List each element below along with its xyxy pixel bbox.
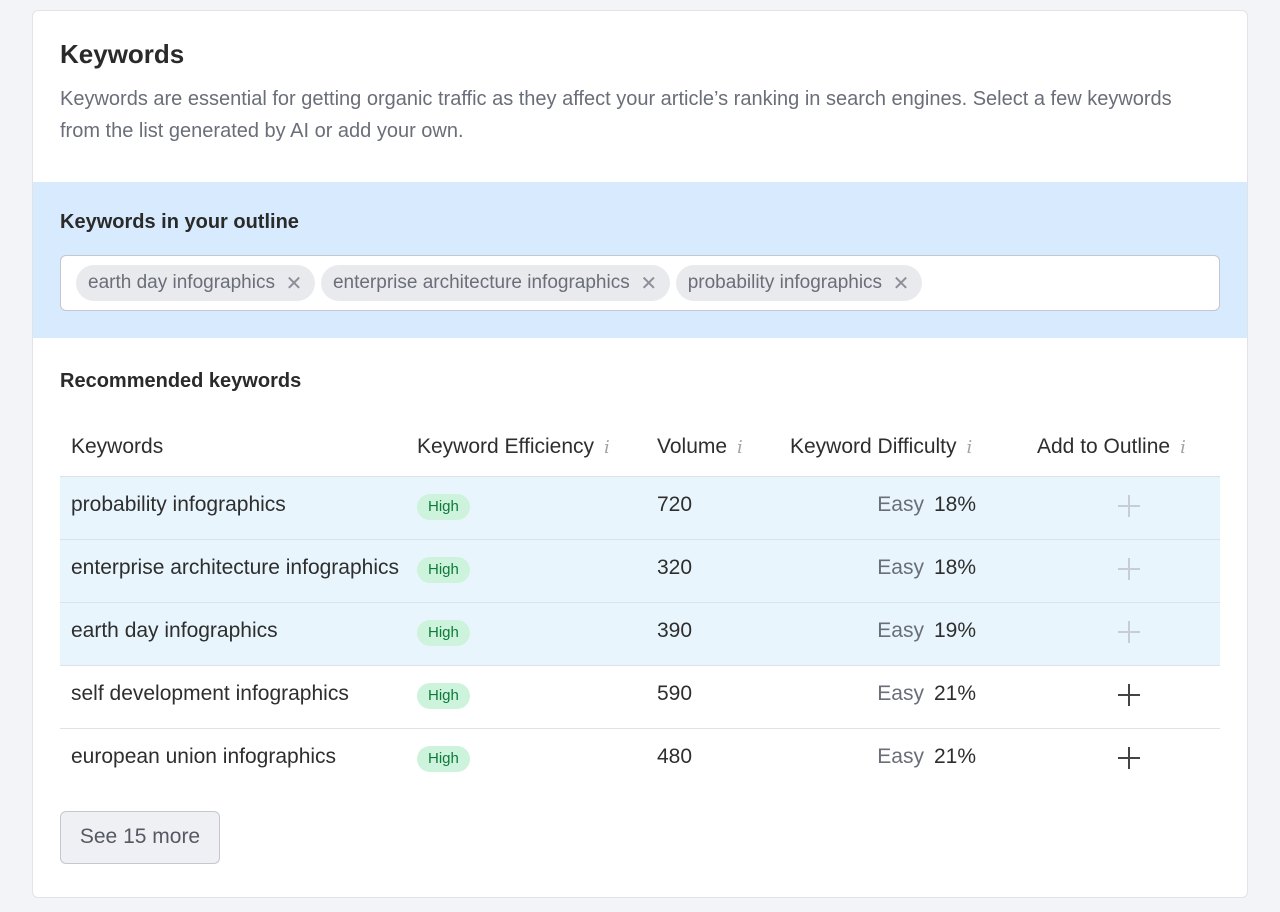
info-icon[interactable]: i xyxy=(1180,436,1186,458)
difficulty-label: Easy xyxy=(877,744,924,768)
column-header-label: Keywords xyxy=(71,434,164,458)
volume-cell: 320 xyxy=(646,538,779,602)
plus-icon[interactable] xyxy=(1117,683,1140,706)
difficulty-label: Easy xyxy=(877,681,924,705)
keyword-text: enterprise architecture infographics xyxy=(71,555,400,579)
keyword-chip: earth day infographics ✕ xyxy=(76,265,315,301)
difficulty-label: Easy xyxy=(877,618,924,642)
add-cell xyxy=(1026,727,1220,791)
efficiency-badge: High xyxy=(417,493,470,520)
difficulty-value: 21% xyxy=(933,744,976,768)
plus-icon xyxy=(1117,494,1140,517)
keyword-cell: european union infographics xyxy=(60,727,406,791)
table-row: self development infographics High 590 Easy… xyxy=(60,664,1220,728)
keywords-table: Keywords Keyword Efficiency i Volume i Key… xyxy=(60,418,1220,791)
efficiency-cell: High xyxy=(406,475,646,539)
difficulty-cell: Easy 19% xyxy=(779,601,1026,665)
plus-icon[interactable] xyxy=(1117,746,1140,769)
volume-cell: 720 xyxy=(646,475,779,539)
efficiency-badge: High xyxy=(417,556,470,583)
column-header-label: Keyword Efficiency xyxy=(417,434,595,458)
page-description: Keywords are essential for getting organ… xyxy=(60,88,1172,142)
keyword-text: probability infographics xyxy=(71,492,286,516)
keyword-text: self development infographics xyxy=(71,681,349,705)
column-header-efficiency: Keyword Efficiency i xyxy=(406,418,646,476)
efficiency-cell: High xyxy=(406,664,646,728)
difficulty-value: 19% xyxy=(933,618,976,642)
difficulty-value: 18% xyxy=(933,492,976,516)
recommended-title: Recommended keywords xyxy=(60,370,302,392)
page-title: Keywords xyxy=(60,39,185,69)
table-row: enterprise architecture infographics High… xyxy=(60,538,1220,602)
plus-icon xyxy=(1117,620,1140,643)
table-row: probability infographics High 720 Easy 18% xyxy=(60,475,1220,539)
outline-title: Keywords in your outline xyxy=(60,211,299,233)
volume-cell: 390 xyxy=(646,601,779,665)
keyword-text: earth day infographics xyxy=(71,618,278,642)
keyword-cell: self development infographics xyxy=(60,664,406,728)
plus-icon xyxy=(1117,557,1140,580)
column-header-keywords: Keywords xyxy=(60,418,406,476)
efficiency-cell: High xyxy=(406,727,646,791)
difficulty-cell: Easy 21% xyxy=(779,727,1026,791)
keyword-chip-label: probability infographics xyxy=(687,272,883,293)
efficiency-cell: High xyxy=(406,538,646,602)
add-cell xyxy=(1026,664,1220,728)
table-row: earth day infographics High 390 Easy 19% xyxy=(60,601,1220,665)
add-cell xyxy=(1026,475,1220,539)
difficulty-value: 18% xyxy=(933,555,976,579)
recommended-section: Recommended keywords Keywords Keyword Ef… xyxy=(33,338,1247,864)
outline-section: Keywords in your outline earth day infog… xyxy=(33,182,1247,338)
add-cell xyxy=(1026,538,1220,602)
close-icon[interactable]: ✕ xyxy=(640,272,658,295)
card-header: Keywords Keywords are essential for gett… xyxy=(33,11,1247,182)
keyword-chip-label: enterprise architecture infographics xyxy=(332,272,630,293)
close-icon[interactable]: ✕ xyxy=(285,272,303,295)
column-header-difficulty: Keyword Difficulty i xyxy=(779,418,1026,476)
keyword-cell: earth day infographics xyxy=(60,601,406,665)
info-icon[interactable]: i xyxy=(604,436,610,458)
difficulty-cell: Easy 21% xyxy=(779,664,1026,728)
efficiency-badge: High xyxy=(417,682,470,709)
difficulty-cell: Easy 18% xyxy=(779,538,1026,602)
difficulty-cell: Easy 18% xyxy=(779,475,1026,539)
volume-cell: 480 xyxy=(646,727,779,791)
outline-keywords-input[interactable]: earth day infographics ✕ enterprise archit… xyxy=(60,255,1220,311)
table-header-row: Keywords Keyword Efficiency i Volume i Key… xyxy=(60,418,1220,476)
keyword-cell: probability infographics xyxy=(60,475,406,539)
efficiency-badge: High xyxy=(417,619,470,646)
difficulty-label: Easy xyxy=(877,492,924,516)
efficiency-cell: High xyxy=(406,601,646,665)
table-row: european union infographics High 480 Easy 21… xyxy=(60,727,1220,791)
efficiency-badge: High xyxy=(417,745,470,772)
keyword-chip-label: earth day infographics xyxy=(88,272,275,293)
column-header-add: Add to Outline i xyxy=(1026,418,1220,476)
add-cell xyxy=(1026,601,1220,665)
column-header-label: Volume xyxy=(657,434,728,458)
close-icon[interactable]: ✕ xyxy=(892,272,910,295)
info-icon[interactable]: i xyxy=(737,436,743,458)
column-header-label: Keyword Difficulty xyxy=(790,434,957,458)
info-icon[interactable]: i xyxy=(966,436,973,458)
column-header-label: Add to Outline xyxy=(1037,434,1171,458)
keyword-chip: enterprise architecture infographics ✕ xyxy=(320,265,670,301)
see-more-button[interactable]: See 15 more xyxy=(60,810,220,864)
column-header-volume: Volume i xyxy=(646,418,779,476)
difficulty-value: 21% xyxy=(933,681,976,705)
keywords-card: Keywords Keywords are essential for gett… xyxy=(32,10,1248,898)
keyword-text: european union infographics xyxy=(71,744,337,768)
difficulty-label: Easy xyxy=(877,555,924,579)
volume-cell: 590 xyxy=(646,664,779,728)
keyword-cell: enterprise architecture infographics xyxy=(60,538,406,602)
keyword-chip: probability infographics ✕ xyxy=(675,265,923,301)
